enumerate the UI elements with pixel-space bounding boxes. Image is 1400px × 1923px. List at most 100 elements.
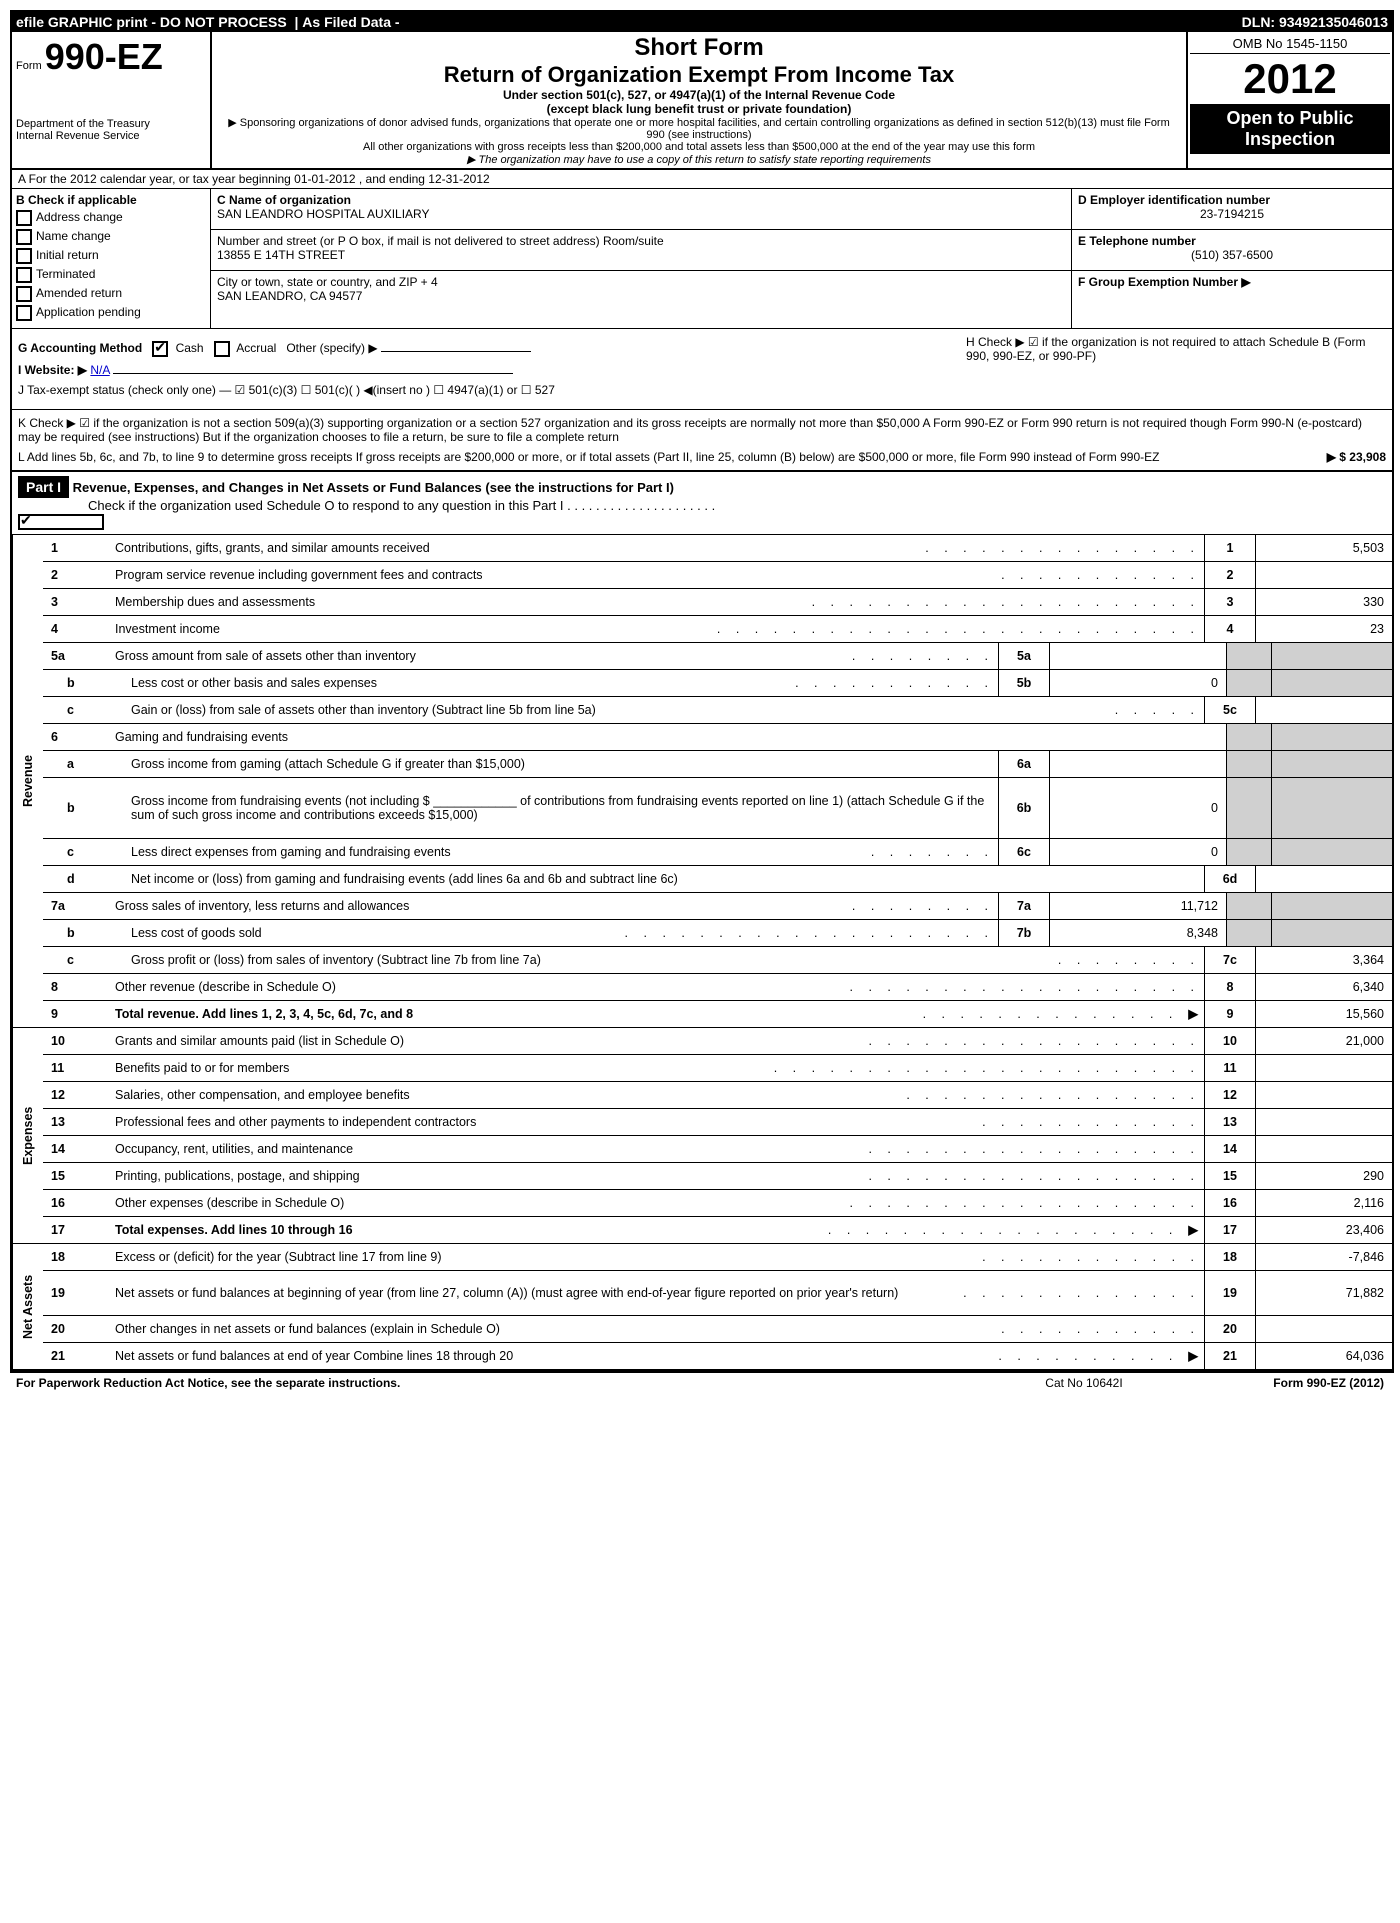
grey-fill <box>1271 670 1392 696</box>
line-ref: 18 <box>1204 1244 1256 1270</box>
line-num: 12 <box>43 1085 113 1105</box>
line-desc: Professional fees and other payments to … <box>113 1112 978 1132</box>
line-ref: 7c <box>1204 947 1256 973</box>
line-val: -7,846 <box>1256 1244 1392 1270</box>
line-ref: 15 <box>1204 1163 1256 1189</box>
website-link[interactable]: N/A <box>90 363 109 377</box>
cb-label: Terminated <box>36 267 95 281</box>
net-assets-label: Net Assets <box>12 1244 43 1369</box>
i-label: I Website: ▶ <box>18 363 87 377</box>
checkbox-app-pending[interactable] <box>16 305 32 321</box>
note2: All other organizations with gross recei… <box>218 141 1180 153</box>
checkbox-name-change[interactable] <box>16 229 32 245</box>
sub-val: 8,348 <box>1050 920 1226 946</box>
cash-label: Cash <box>176 341 204 355</box>
line-ref: 4 <box>1204 616 1256 642</box>
line-ref: 17 <box>1204 1217 1256 1243</box>
checkbox-address-change[interactable] <box>16 210 32 226</box>
tel-label: E Telephone number <box>1078 234 1386 248</box>
accrual-label: Accrual <box>236 341 276 355</box>
sub-ref: 5a <box>998 643 1050 669</box>
line-val: 23,406 <box>1256 1217 1392 1243</box>
line-desc: Gross profit or (loss) from sales of inv… <box>129 950 1054 970</box>
line-num: 3 <box>43 592 113 612</box>
city-label: City or town, state or country, and ZIP … <box>217 275 1065 289</box>
cb-label: Amended return <box>36 286 122 300</box>
line-val: 21,000 <box>1256 1028 1392 1054</box>
group-exemption-label: F Group Exemption Number ▶ <box>1078 275 1386 289</box>
grey-fill <box>1271 724 1392 750</box>
line-val: 6,340 <box>1256 974 1392 1000</box>
line-num: a <box>43 754 129 774</box>
line-desc: Occupancy, rent, utilities, and maintena… <box>113 1139 864 1159</box>
efile-notice: efile GRAPHIC print - DO NOT PROCESS <box>16 14 287 30</box>
sub-ref: 6c <box>998 839 1050 865</box>
checkbox-amended[interactable] <box>16 286 32 302</box>
line-desc: Net assets or fund balances at end of ye… <box>113 1346 994 1366</box>
line-val <box>1256 1109 1392 1135</box>
org-address: 13855 E 14TH STREET <box>217 248 1065 262</box>
line-ref: 12 <box>1204 1082 1256 1108</box>
checkbox-cash[interactable] <box>152 341 168 357</box>
line-val: 3,364 <box>1256 947 1392 973</box>
line-val <box>1256 562 1392 588</box>
header-center: Short Form Return of Organization Exempt… <box>212 32 1186 168</box>
line-num: c <box>43 950 129 970</box>
return-title: Return of Organization Exempt From Incom… <box>218 62 1180 88</box>
other-specify-input[interactable] <box>381 351 531 352</box>
arrow-icon: ▶ <box>1182 1348 1204 1363</box>
line-num: 4 <box>43 619 113 639</box>
line-num: b <box>43 923 129 943</box>
line-ref: 13 <box>1204 1109 1256 1135</box>
cb-label: Application pending <box>36 305 141 319</box>
grey-fill <box>1226 893 1271 919</box>
line-num: 19 <box>43 1283 113 1303</box>
line-num: b <box>43 798 129 818</box>
checkbox-terminated[interactable] <box>16 267 32 283</box>
org-name-label: C Name of organization <box>217 193 1065 207</box>
checkbox-initial-return[interactable] <box>16 248 32 264</box>
grey-fill <box>1271 839 1392 865</box>
line-desc: Total revenue. Add lines 1, 2, 3, 4, 5c,… <box>113 1004 919 1024</box>
sub-val: 0 <box>1050 670 1226 696</box>
line-ref: 20 <box>1204 1316 1256 1342</box>
irs: Internal Revenue Service <box>16 130 206 142</box>
line-desc: Gaming and fundraising events <box>113 727 1226 747</box>
line-val: 5,503 <box>1256 535 1392 561</box>
line-desc: Salaries, other compensation, and employ… <box>113 1085 902 1105</box>
grey-fill <box>1226 751 1271 777</box>
line-num: c <box>43 700 129 720</box>
line-num: 7a <box>43 896 113 916</box>
line-desc: Gross amount from sale of assets other t… <box>113 646 848 666</box>
line-desc: Other revenue (describe in Schedule O) <box>113 977 846 997</box>
line-num: 14 <box>43 1139 113 1159</box>
grey-fill <box>1226 839 1271 865</box>
grey-fill <box>1271 920 1392 946</box>
section-a: A For the 2012 calendar year, or tax yea… <box>12 170 1392 189</box>
revenue-label: Revenue <box>12 535 43 1027</box>
line-desc: Less cost of goods sold <box>129 923 621 943</box>
cb-label: Name change <box>36 229 111 243</box>
line-num: 16 <box>43 1193 113 1213</box>
sub-val <box>1050 643 1226 669</box>
ein-label: D Employer identification number <box>1078 193 1386 207</box>
checkbox-accrual[interactable] <box>214 341 230 357</box>
line-ref: 9 <box>1204 1001 1256 1027</box>
org-info: B Check if applicable Address change Nam… <box>12 189 1392 329</box>
line-ref: 16 <box>1204 1190 1256 1216</box>
sub-val: 0 <box>1050 839 1226 865</box>
expenses-label: Expenses <box>12 1028 43 1243</box>
sub-ref: 7a <box>998 893 1050 919</box>
line-val <box>1256 1316 1392 1342</box>
line-num: b <box>43 673 129 693</box>
line-desc: Grants and similar amounts paid (list in… <box>113 1031 864 1051</box>
line-num: c <box>43 842 129 862</box>
checkbox-schedule-o[interactable] <box>18 514 104 530</box>
sub-ref: 7b <box>998 920 1050 946</box>
grey-fill <box>1271 778 1392 838</box>
open-to-public: Open to Public Inspection <box>1190 104 1390 154</box>
line-desc: Gross income from fundraising events (no… <box>129 791 998 825</box>
line-desc: Contributions, gifts, grants, and simila… <box>113 538 921 558</box>
sub-val: 0 <box>1050 778 1226 838</box>
note3: ▶ The organization may have to use a cop… <box>218 153 1180 166</box>
